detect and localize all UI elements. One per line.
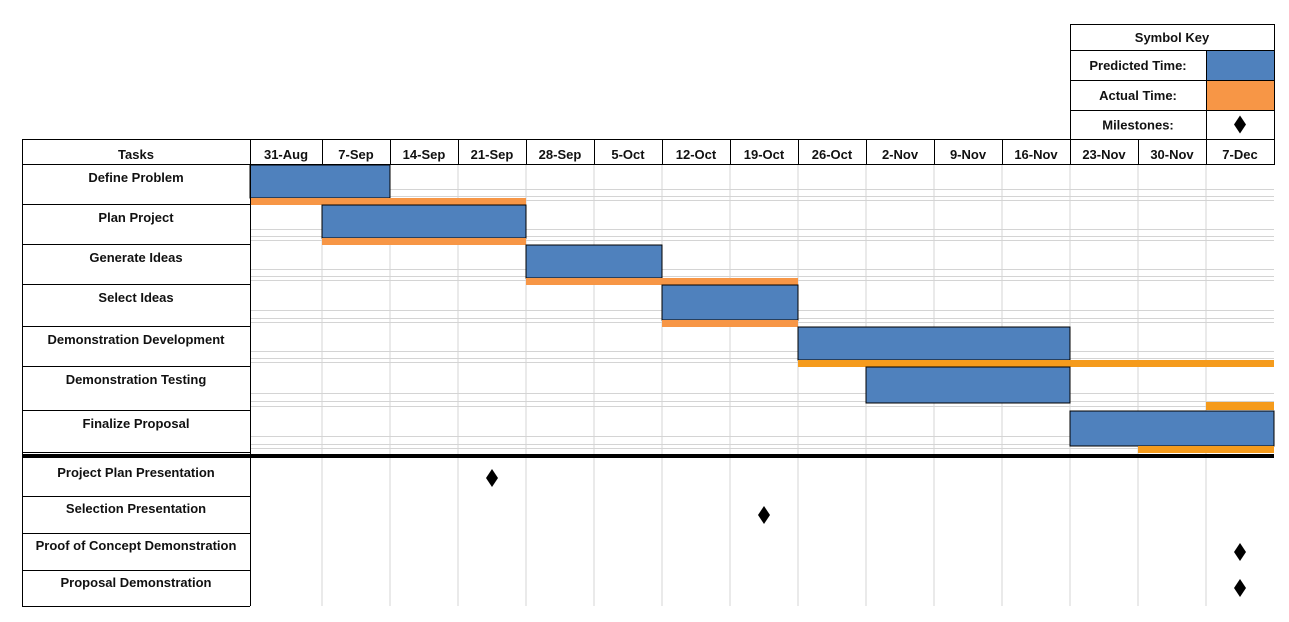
legend-swatch-actual <box>1207 81 1274 110</box>
tasks-header: Tasks <box>118 147 154 162</box>
week-label: 2-Nov <box>882 147 919 162</box>
milestone-label: Proof of Concept Demonstration <box>36 538 237 553</box>
week-label: 14-Sep <box>403 147 446 162</box>
legend-label-predicted: Predicted Time: <box>1089 58 1186 73</box>
milestone-diamond <box>486 469 498 487</box>
week-label: 31-Aug <box>264 147 308 162</box>
milestone-diamond <box>758 506 770 524</box>
section-separator <box>22 454 1274 458</box>
predicted-bar <box>525 244 663 279</box>
predicted-bar <box>321 204 527 239</box>
milestone-diamond <box>1234 115 1246 134</box>
milestone-label: Selection Presentation <box>66 501 206 516</box>
actual-bar <box>526 278 798 285</box>
task-label: Generate Ideas <box>89 250 182 265</box>
task-label: Select Ideas <box>98 290 173 305</box>
week-label: 5-Oct <box>611 147 645 162</box>
actual-bar <box>1206 402 1274 410</box>
predicted-bar <box>249 164 391 199</box>
table-lines <box>22 24 1275 607</box>
week-label: 7-Dec <box>1222 147 1257 162</box>
week-label: 26-Oct <box>812 147 853 162</box>
legend-label-milestone: Milestones: <box>1102 118 1174 133</box>
task-label: Finalize Proposal <box>83 416 190 431</box>
task-label: Define Problem <box>88 170 183 185</box>
legend-title: Symbol Key <box>1135 30 1210 45</box>
week-label: 30-Nov <box>1150 147 1194 162</box>
week-label: 9-Nov <box>950 147 987 162</box>
actual-bar <box>662 320 798 327</box>
predicted-bar <box>865 366 1071 404</box>
milestone-label: Proposal Demonstration <box>61 575 212 590</box>
header-border <box>22 139 1275 165</box>
actual-bar <box>250 198 526 205</box>
labels: Tasks 31-Aug 7-Sep 14-Sep 21-Sep 28-Sep 5-Oct 1… <box>36 30 1258 590</box>
predicted-bar <box>1069 410 1275 447</box>
week-label: 12-Oct <box>676 147 717 162</box>
task-label: Demonstration Testing <box>66 372 207 387</box>
week-label: 7-Sep <box>338 147 373 162</box>
actual-bar <box>1138 446 1274 453</box>
bars <box>249 51 1275 597</box>
week-label: 19-Oct <box>744 147 785 162</box>
week-label: 21-Sep <box>471 147 514 162</box>
legend-label-actual: Actual Time: <box>1099 88 1177 103</box>
predicted-bar <box>797 326 1071 361</box>
milestone-label: Project Plan Presentation <box>57 465 215 480</box>
week-label: 28-Sep <box>539 147 582 162</box>
task-label: Plan Project <box>98 210 174 225</box>
predicted-bar <box>661 284 799 321</box>
legend-border <box>1070 24 1275 140</box>
legend-swatch-predicted <box>1207 51 1274 80</box>
milestone-diamond <box>1234 579 1246 597</box>
week-label: 16-Nov <box>1014 147 1058 162</box>
task-label: Demonstration Development <box>48 332 226 347</box>
actual-bar <box>322 238 526 245</box>
week-label: 23-Nov <box>1082 147 1126 162</box>
actual-bar <box>798 360 1274 367</box>
milestone-diamond <box>1234 543 1246 561</box>
